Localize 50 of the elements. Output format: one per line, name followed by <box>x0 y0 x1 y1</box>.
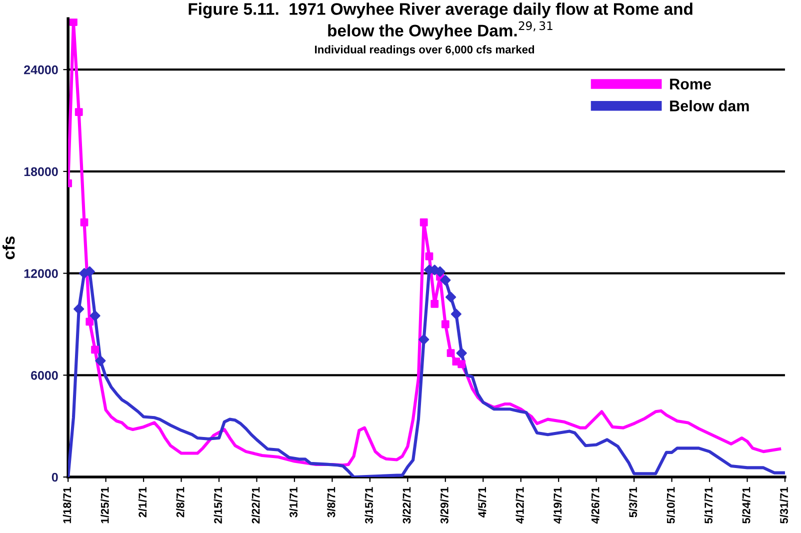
point <box>74 304 84 314</box>
x-tick-label: 3/29/71 <box>440 487 448 524</box>
x-tick-label: 4/5/71 <box>478 487 486 518</box>
x-tick-label: 1/25/71 <box>100 487 109 524</box>
point <box>74 108 83 116</box>
point <box>425 252 434 260</box>
x-tick-label: 1/18/71 <box>62 487 72 524</box>
x-tick-label: 3/15/71 <box>364 487 374 524</box>
x-tick-label: 5/17/71 <box>704 487 713 524</box>
x-tick-label: 4/12/71 <box>516 487 524 524</box>
x-tick-label: 5/10/71 <box>666 487 675 524</box>
point <box>450 308 462 320</box>
x-tick-label: 4/19/71 <box>553 487 562 524</box>
point <box>91 346 99 354</box>
y-tick-label: 6000 <box>31 370 58 380</box>
point <box>418 334 430 345</box>
point <box>458 360 466 368</box>
point <box>86 318 94 326</box>
point <box>95 355 106 366</box>
legend-label: Below dam <box>670 100 749 112</box>
point <box>434 266 446 277</box>
x-tick-label: 5/24/71 <box>742 487 750 524</box>
x-tick-label: 3/1/71 <box>289 487 298 518</box>
point <box>445 292 456 302</box>
point <box>90 310 100 322</box>
point <box>80 218 88 226</box>
y-tick-label: 0 <box>52 472 58 482</box>
point <box>420 218 428 226</box>
x-tick-label: 5/31/71 <box>780 487 788 524</box>
x-tick-label: 5/3/71 <box>628 487 638 518</box>
x-tick-label: 2/8/71 <box>176 487 184 518</box>
text: Individual readings over 6,000 cfs marked <box>315 45 534 56</box>
point <box>440 274 451 286</box>
point <box>441 320 450 328</box>
y-tick-label: 12000 <box>24 269 58 278</box>
y-tick-label: 24000 <box>24 65 58 74</box>
x-tick-label: 2/22/71 <box>252 487 260 524</box>
x-tick-label: 2/1/71 <box>138 487 147 518</box>
x-tick-label: 3/8/71 <box>327 487 336 518</box>
point <box>70 18 78 26</box>
x-tick-label: 4/26/71 <box>591 487 600 524</box>
x-tick-label: 2/15/71 <box>214 487 222 524</box>
point <box>456 348 467 358</box>
x-tick-label: 3/22/71 <box>402 487 411 524</box>
point <box>446 349 455 358</box>
y-tick-label: 18000 <box>24 167 58 176</box>
chart-title: Figure 5.11. 1971 Owyhee River average daily flow at Rome and below the Owyhee Dam.$^{29,31}$ <box>188 2 692 40</box>
point <box>430 300 439 308</box>
y-axis-title: cfs <box>2 236 15 260</box>
legend-label: Rome <box>670 78 712 90</box>
